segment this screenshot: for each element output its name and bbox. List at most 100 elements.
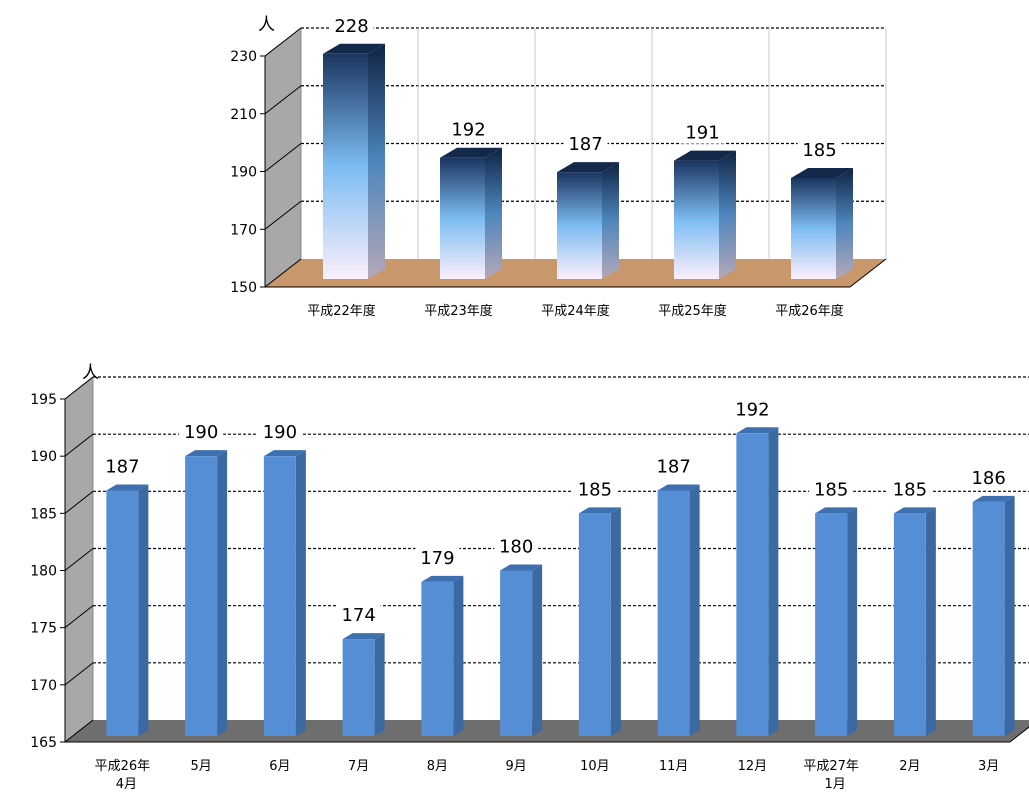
bar [500, 564, 543, 736]
bar-side [138, 484, 149, 736]
bar-front [674, 160, 719, 279]
y-tick-label: 230 [230, 49, 257, 65]
x-tick-label: 8月 [427, 759, 448, 774]
bar-top [342, 633, 385, 640]
x-tick-label: 平成26年度 [775, 303, 844, 319]
y-tick-depth [264, 143, 302, 172]
data-label: 185 [814, 479, 848, 500]
data-label: 174 [341, 605, 375, 626]
x-tick-label: 4月 [116, 777, 137, 792]
bar-front [893, 513, 926, 736]
bar [323, 43, 385, 280]
bar [185, 450, 228, 736]
data-label-bg [680, 119, 725, 144]
data-label: 191 [685, 123, 719, 144]
bar-side [532, 564, 543, 736]
data-label-bg [730, 396, 775, 421]
bar-front [791, 177, 836, 279]
bar-front [106, 490, 139, 736]
data-label-bg [329, 12, 374, 37]
y-tick-label: 180 [30, 564, 57, 580]
data-label-bg [966, 464, 1011, 489]
chart-floor [65, 720, 1029, 742]
data-label-bg [179, 419, 224, 444]
data-label: 185 [578, 479, 612, 500]
y-tick-depth [64, 548, 94, 571]
bar-front [263, 456, 296, 736]
y-tick-depth [264, 258, 302, 288]
bar-front [657, 490, 690, 736]
data-label: 180 [499, 537, 533, 558]
bar-front [815, 513, 848, 736]
bar-front [736, 433, 769, 736]
bar [657, 484, 700, 736]
x-tick-label: 1月 [824, 777, 845, 792]
data-label-bg [494, 533, 539, 558]
bar-top [500, 564, 543, 571]
bar-front [500, 570, 533, 736]
data-label-bg [446, 116, 491, 141]
bar-front [185, 456, 218, 736]
x-tick-label: 平成22年度 [307, 303, 376, 319]
y-unit-label: 人 [258, 15, 275, 35]
y-tick-label: 185 [30, 506, 57, 522]
bar [674, 150, 736, 279]
data-label: 190 [184, 422, 218, 443]
bar [815, 507, 858, 736]
y-tick-depth [264, 85, 302, 115]
data-label: 185 [893, 479, 927, 500]
bar-top [815, 507, 858, 514]
bar-side [453, 575, 464, 736]
y-tick-depth [64, 376, 94, 400]
y-tick-label: 175 [30, 621, 57, 637]
bar [736, 427, 779, 736]
data-label-bg [887, 476, 932, 501]
data-label: 190 [263, 422, 297, 443]
bar [342, 633, 385, 736]
data-label-bg [651, 453, 696, 478]
data-label: 187 [656, 456, 690, 477]
bar [972, 495, 1015, 736]
y-tick-depth [64, 605, 94, 629]
bar-top [657, 484, 700, 491]
bar [106, 484, 149, 736]
bar-side [768, 427, 779, 736]
bar [578, 507, 621, 736]
bar-front [440, 157, 485, 279]
bar [893, 507, 936, 736]
y-tick-label: 190 [230, 165, 257, 181]
y-tick-label: 165 [30, 735, 57, 751]
y-tick-label: 190 [30, 449, 57, 465]
data-label: 192 [451, 120, 485, 141]
x-tick-label: 平成27年 [803, 759, 859, 774]
data-label: 192 [735, 399, 769, 420]
x-tick-label: 11月 [659, 759, 689, 774]
y-tick-depth [64, 490, 94, 514]
bar-side [836, 167, 853, 279]
bar-side [602, 162, 619, 279]
bar-side [610, 507, 621, 736]
bar-side [485, 147, 502, 279]
y-tick-depth [264, 27, 302, 57]
bar-side [295, 450, 306, 736]
x-tick-label: 7月 [348, 759, 369, 774]
bar-top [185, 450, 228, 457]
data-label-bg [415, 544, 460, 569]
bar [263, 450, 306, 736]
y-tick-label: 170 [30, 678, 57, 694]
data-label: 179 [420, 548, 454, 569]
data-label: 185 [802, 140, 836, 161]
data-label-bg [572, 476, 617, 501]
bar-side [1004, 495, 1015, 736]
data-label: 187 [105, 456, 139, 477]
x-tick-label: 平成25年度 [658, 303, 727, 319]
bar-top [736, 427, 779, 434]
bar-top [557, 162, 619, 173]
bar-top [263, 450, 306, 457]
x-tick-label: 平成24年度 [541, 303, 610, 319]
bar-top [791, 167, 853, 178]
bar-side [719, 150, 736, 279]
x-axis-end [849, 258, 887, 288]
bar-top [421, 575, 464, 582]
